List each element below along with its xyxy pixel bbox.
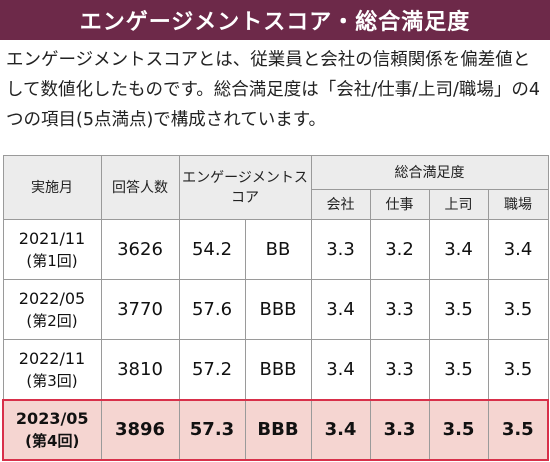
cell-boss: 3.5 <box>428 339 489 401</box>
cell-company: 3.4 <box>310 398 371 462</box>
cell-score: 57.2 <box>178 339 246 401</box>
cell-respondents: 3770 <box>100 279 180 341</box>
month-value: 2021/11 <box>18 228 86 248</box>
header-row-2: 会社 仕事 上司 職場 <box>3 189 549 221</box>
cell-score: 54.2 <box>178 219 246 281</box>
header-boss: 上司 <box>428 189 489 221</box>
cell-workplace: 3.5 <box>487 339 549 401</box>
round-value: (第1回) <box>26 251 78 270</box>
round-value: (第2回) <box>26 311 78 330</box>
cell-grade: BBB <box>244 339 312 401</box>
header-company: 会社 <box>310 189 371 221</box>
table-row: 2022/05 (第2回) 3770 57.6 BBB 3.4 3.3 3.5 3… <box>2 279 549 341</box>
month-value: 2022/11 <box>18 348 86 368</box>
header-respondents: 回答人数 <box>100 154 180 221</box>
table-row: 2021/11 (第1回) 3626 54.2 BB 3.3 3.2 3.4 3.… <box>2 219 549 281</box>
description-text: エンゲージメントスコアとは、従業員と会社の信頼関係を偏差値として数値化したもので… <box>6 50 541 130</box>
cell-company: 3.3 <box>310 219 371 281</box>
cell-boss: 3.5 <box>428 398 489 462</box>
cell-work: 3.3 <box>369 279 430 341</box>
cell-work: 3.2 <box>369 219 430 281</box>
cell-company: 3.4 <box>310 339 371 401</box>
cell-company: 3.4 <box>310 279 371 341</box>
table-row-highlighted: 2023/05 (第4回) 3896 57.3 BBB 3.4 3.3 3.5 3… <box>2 398 550 462</box>
cell-workplace: 3.4 <box>487 219 549 281</box>
table-row: 2022/11 (第3回) 3810 57.2 BBB 3.4 3.3 3.5 3… <box>2 339 549 401</box>
cell-work: 3.3 <box>369 339 430 401</box>
header-workplace: 職場 <box>487 189 549 221</box>
month-value: 2023/05 <box>15 408 89 428</box>
cell-respondents: 3626 <box>100 219 180 281</box>
results-table: 実施月 回答人数 エンゲージメントスコア 総合満足度 会社 仕事 上司 職場 2… <box>2 154 550 462</box>
cell-grade: BB <box>244 219 312 281</box>
cell-month: 2023/05 (第4回) <box>2 398 102 462</box>
cell-boss: 3.4 <box>428 219 489 281</box>
round-value: (第3回) <box>26 371 78 390</box>
header-work: 仕事 <box>369 189 430 221</box>
cell-respondents: 3896 <box>100 398 180 462</box>
cell-work: 3.3 <box>369 398 430 462</box>
cell-grade: BBB <box>244 279 312 341</box>
round-value: (第4回) <box>25 431 80 450</box>
cell-respondents: 3810 <box>100 339 180 401</box>
cell-boss: 3.5 <box>428 279 489 341</box>
header-row-1: 実施月 回答人数 エンゲージメントスコア 総合満足度 <box>2 154 549 221</box>
cell-workplace: 3.5 <box>487 398 550 462</box>
cell-month: 2022/05 (第2回) <box>2 279 102 341</box>
cell-month: 2021/11 (第1回) <box>2 219 102 281</box>
header-month: 実施月 <box>2 154 102 221</box>
cell-score: 57.6 <box>178 279 246 341</box>
month-value: 2022/05 <box>18 288 86 308</box>
header-satisfaction: 総合満足度 <box>310 154 549 191</box>
header-engagement: エンゲージメントスコア <box>178 154 312 221</box>
cell-score: 57.3 <box>178 398 246 462</box>
cell-grade: BBB <box>244 398 312 462</box>
cell-workplace: 3.5 <box>487 279 549 341</box>
page-title: エンゲージメントスコア・総合満足度 <box>0 0 550 40</box>
cell-month: 2022/11 (第3回) <box>2 339 102 401</box>
